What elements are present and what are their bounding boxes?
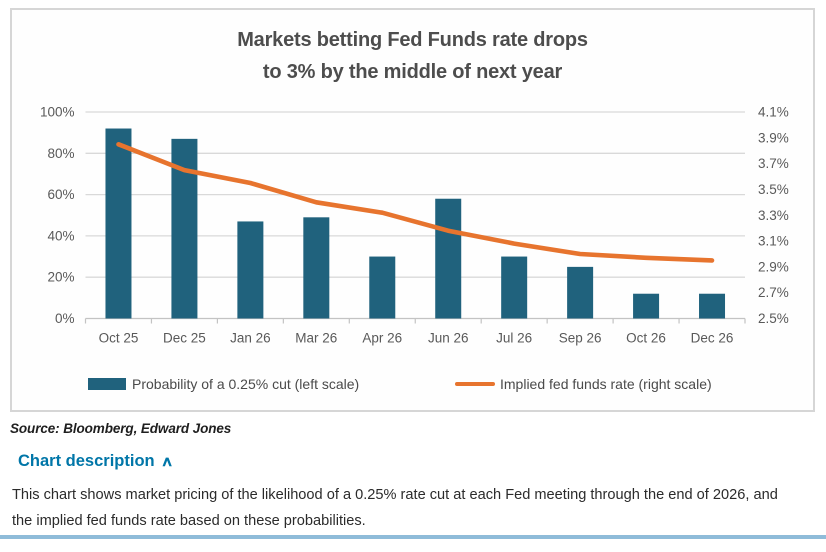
x-axis-label: Dec 25 bbox=[163, 331, 206, 346]
line-series-swatch bbox=[455, 381, 495, 387]
legend-label-probability: Probability of a 0.25% cut (left scale) bbox=[132, 376, 360, 392]
probability-bar bbox=[105, 128, 132, 319]
chart-title: Markets betting Fed Funds rate drops to … bbox=[12, 24, 813, 88]
x-axis-label: Jul 26 bbox=[496, 331, 532, 346]
probability-bar bbox=[237, 221, 264, 319]
y-axis-left-label: 100% bbox=[40, 105, 75, 120]
chart-description-label[interactable]: Chart description bbox=[18, 452, 155, 470]
x-axis-label: Dec 26 bbox=[691, 331, 734, 346]
y-axis-right-label: 2.5% bbox=[758, 311, 789, 326]
legend-label-implied-rate: Implied fed funds rate (right scale) bbox=[500, 376, 712, 392]
y-axis-left-label: 20% bbox=[47, 270, 74, 285]
bottom-divider bbox=[0, 535, 826, 539]
chart-description-text: This chart shows market pricing of the l… bbox=[12, 487, 778, 529]
probability-bar bbox=[435, 198, 462, 319]
chart-card: Markets betting Fed Funds rate drops to … bbox=[10, 8, 815, 412]
x-axis-label: Jan 26 bbox=[230, 331, 271, 346]
y-axis-right-label: 3.5% bbox=[758, 182, 789, 197]
y-axis-right-label: 2.7% bbox=[758, 285, 789, 300]
y-axis-right-label: 3.1% bbox=[758, 234, 789, 249]
y-axis-left-label: 60% bbox=[47, 187, 74, 202]
probability-bar bbox=[501, 256, 528, 319]
probability-bar bbox=[567, 266, 594, 319]
y-axis-left-label: 40% bbox=[47, 228, 74, 243]
y-axis-right-label: 2.9% bbox=[758, 259, 789, 274]
y-axis-right-label: 3.9% bbox=[758, 130, 789, 145]
source-attribution: Source: Bloomberg, Edward Jones bbox=[10, 421, 232, 436]
x-axis-label: Mar 26 bbox=[295, 331, 337, 346]
chart-description-toggle[interactable]: Chart description ∧ bbox=[18, 452, 174, 471]
implied-rate-line bbox=[116, 142, 715, 263]
x-axis-label: Oct 25 bbox=[99, 331, 139, 346]
chart-legend: Probability of a 0.25% cut (left scale) … bbox=[12, 376, 813, 406]
bar-series-swatch bbox=[88, 378, 126, 390]
y-axis-left-label: 80% bbox=[47, 146, 74, 161]
probability-bar bbox=[699, 293, 726, 319]
y-axis-right-label: 3.7% bbox=[758, 156, 789, 171]
fed-funds-chart: 100% 80% 60% 40% 20% 0% 4.1% 3.9% 3.7% 3.5% 3.3% 3.… bbox=[40, 105, 789, 346]
y-axis-right-label: 4.1% bbox=[758, 105, 789, 120]
y-axis-right-label: 3.3% bbox=[758, 208, 789, 223]
probability-bar bbox=[369, 256, 396, 319]
legend-item-implied-rate: Implied fed funds rate (right scale) bbox=[455, 376, 712, 392]
probability-bar bbox=[633, 293, 660, 319]
x-axis-label: Apr 26 bbox=[362, 331, 402, 346]
x-axis-label: Sep 26 bbox=[559, 331, 602, 346]
chart-title-line1: Markets betting Fed Funds rate drops bbox=[237, 29, 588, 51]
chevron-up-icon[interactable]: ∧ bbox=[160, 453, 174, 469]
x-axis-label: Jun 26 bbox=[428, 331, 469, 346]
chart-title-line2: to 3% by the middle of next year bbox=[262, 61, 563, 83]
x-axis-label: Oct 26 bbox=[626, 331, 666, 346]
probability-bar bbox=[303, 217, 330, 319]
legend-item-probability: Probability of a 0.25% cut (left scale) bbox=[88, 376, 359, 392]
y-axis-left-label: 0% bbox=[55, 311, 75, 326]
